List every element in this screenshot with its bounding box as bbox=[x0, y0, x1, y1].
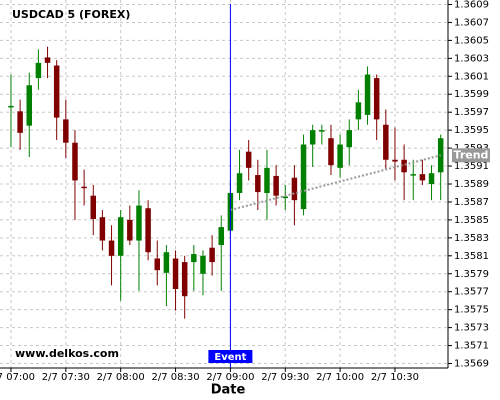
event-label: Event bbox=[214, 352, 246, 363]
candle-body bbox=[81, 186, 87, 189]
candle-body bbox=[309, 130, 316, 145]
y-tick-label: 1.3595 bbox=[454, 125, 489, 136]
candle-body bbox=[218, 227, 224, 246]
candle-body bbox=[392, 159, 398, 162]
candle-body bbox=[145, 208, 151, 253]
candle-body bbox=[282, 196, 288, 199]
candle-body bbox=[319, 130, 325, 132]
candle-body bbox=[99, 217, 106, 241]
y-tick-label: 1.3605 bbox=[454, 35, 489, 46]
y-tick-label: 1.3609 bbox=[454, 0, 489, 10]
x-tick-label: 2/7 08:00 bbox=[97, 372, 145, 383]
y-tick-label: 1.3581 bbox=[454, 251, 489, 262]
candle-body bbox=[255, 175, 261, 193]
candle-body bbox=[373, 78, 380, 120]
x-tick-label: 2/7 08:30 bbox=[151, 372, 199, 383]
candle-body bbox=[108, 240, 115, 256]
candle-body bbox=[172, 258, 179, 290]
candle-body bbox=[191, 254, 197, 263]
y-tick-label: 1.3569 bbox=[454, 359, 489, 370]
x-axis-title: Date bbox=[211, 383, 246, 398]
trend-label-box bbox=[452, 148, 490, 163]
candle-body bbox=[72, 142, 78, 181]
x-tick-label: 2/7 10:00 bbox=[316, 372, 364, 383]
candle-body bbox=[127, 219, 133, 241]
x-tick-label: 2/7 09:00 bbox=[206, 372, 254, 383]
trend-label: Trend bbox=[454, 148, 489, 161]
candle-body bbox=[209, 247, 215, 263]
candle-body bbox=[437, 138, 444, 173]
y-tick-label: 1.3575 bbox=[454, 305, 489, 316]
candle-body bbox=[35, 62, 42, 79]
candle-body bbox=[90, 195, 96, 220]
candle-body bbox=[136, 205, 142, 241]
candle-body bbox=[8, 105, 14, 108]
y-tick-label: 1.3599 bbox=[454, 89, 489, 100]
candle-body bbox=[200, 255, 206, 274]
candle-body bbox=[154, 258, 160, 271]
candle-body bbox=[236, 173, 243, 193]
y-tick-label: 1.3577 bbox=[454, 287, 489, 298]
x-tick-label: 2/7 07:00 bbox=[0, 372, 35, 383]
event-label-box bbox=[208, 350, 253, 363]
y-tick-label: 1.3607 bbox=[454, 17, 489, 28]
x-tick-label: 2/7 10:30 bbox=[371, 372, 419, 383]
y-tick-label: 1.3603 bbox=[454, 53, 489, 64]
candle-body bbox=[291, 177, 298, 201]
candle-body bbox=[17, 111, 23, 133]
y-tick-label: 1.3579 bbox=[454, 269, 489, 280]
y-tick-label: 1.3591 bbox=[454, 161, 489, 172]
y-tick-label: 1.3587 bbox=[454, 197, 489, 208]
candle-body bbox=[63, 119, 69, 143]
y-tick-label: 1.3573 bbox=[454, 323, 489, 334]
candle-body bbox=[163, 252, 170, 273]
candle-body bbox=[383, 124, 389, 160]
y-tick-label: 1.3601 bbox=[454, 71, 489, 82]
x-tick-label: 2/7 07:30 bbox=[42, 372, 90, 383]
candle-body bbox=[300, 144, 307, 210]
y-tick-label: 1.3585 bbox=[454, 215, 489, 226]
candle-body bbox=[346, 130, 352, 148]
candle-body bbox=[53, 65, 60, 118]
candle-body bbox=[428, 173, 435, 184]
y-tick-label: 1.3571 bbox=[454, 341, 489, 352]
y-tick-label: 1.3597 bbox=[454, 107, 489, 118]
candle-body bbox=[26, 85, 32, 126]
candle-body bbox=[364, 74, 371, 115]
candle-body bbox=[181, 262, 188, 297]
candle-body bbox=[410, 174, 416, 176]
candle-body bbox=[245, 151, 252, 168]
candle-body bbox=[328, 138, 334, 166]
y-tick-label: 1.3589 bbox=[454, 179, 489, 190]
watermark: www.delkos.com bbox=[15, 347, 119, 360]
x-tick-label: 2/7 09:30 bbox=[261, 372, 309, 383]
chart-title: USDCAD 5 (FOREX) bbox=[12, 8, 130, 21]
candle-body bbox=[44, 57, 51, 63]
candle-body bbox=[419, 174, 426, 181]
candle-body bbox=[355, 102, 362, 120]
trend-line bbox=[230, 154, 441, 211]
y-tick-label: 1.3583 bbox=[454, 233, 489, 244]
marks bbox=[8, 4, 444, 368]
candle-body bbox=[117, 217, 124, 256]
candle-body bbox=[273, 175, 279, 196]
candle-body bbox=[401, 159, 407, 173]
candle-body bbox=[264, 167, 270, 193]
candle-body bbox=[337, 144, 343, 168]
